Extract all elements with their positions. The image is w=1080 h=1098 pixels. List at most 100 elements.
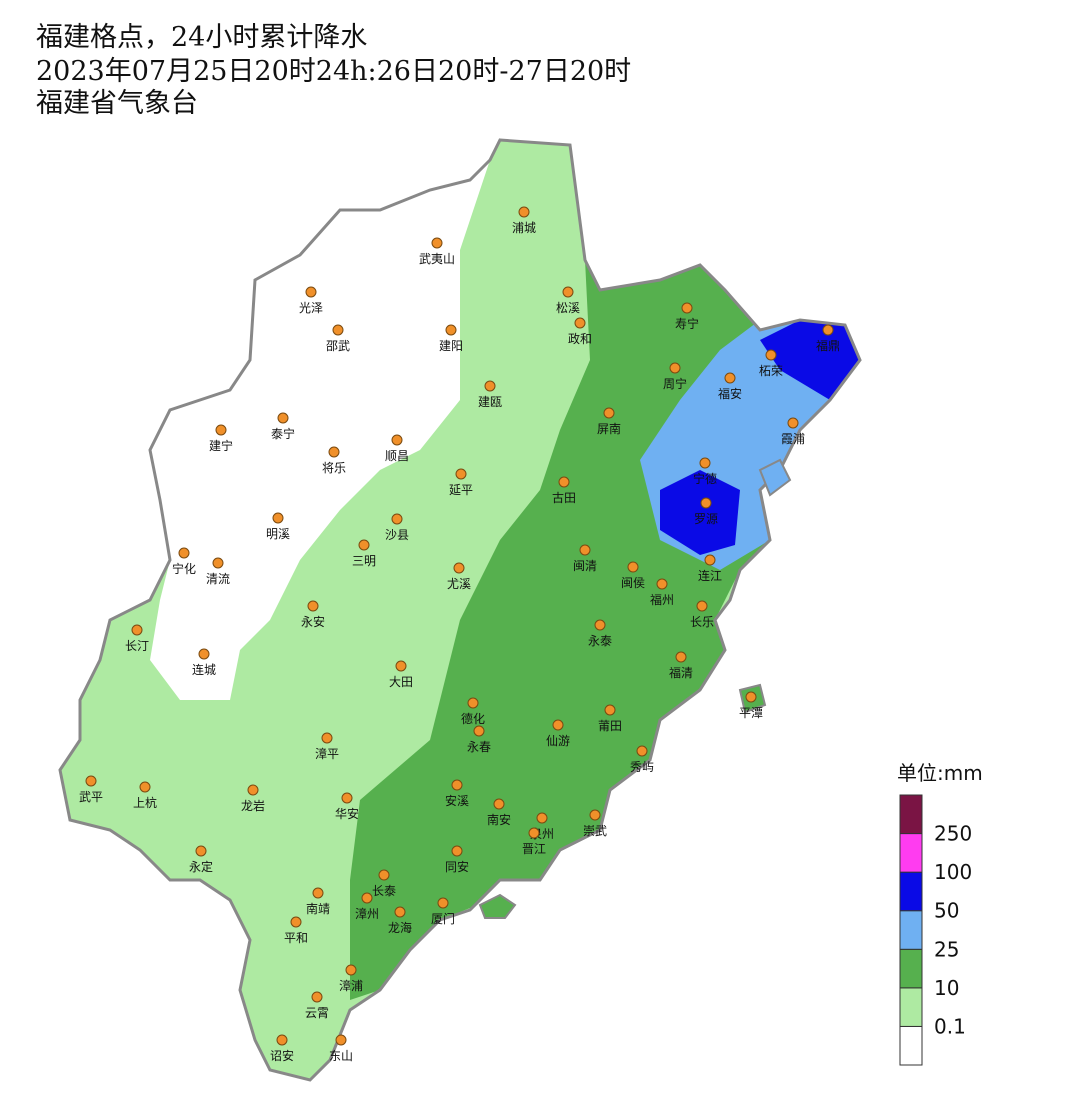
city-label: 福清 [669, 665, 693, 680]
legend-swatch [899, 948, 923, 989]
city-dot [215, 424, 227, 436]
city-label: 漳浦 [339, 978, 363, 993]
city-dot [453, 562, 465, 574]
city-label: 永安 [301, 614, 325, 629]
city-label: 罗源 [694, 512, 718, 526]
city-label: 厦门 [431, 911, 455, 926]
zone-100 [760, 320, 860, 400]
city-dot [272, 512, 284, 524]
city-dot [594, 619, 606, 631]
city-dot [455, 468, 467, 480]
city-dot [391, 434, 403, 446]
city-label: 三明 [352, 554, 376, 568]
city-dot [518, 206, 530, 218]
city-label: 明溪 [266, 527, 290, 541]
city-dot [178, 547, 190, 559]
zone-100 [660, 470, 740, 555]
city-label: 莆田 [598, 719, 622, 733]
city-label: 同安 [445, 859, 469, 874]
rain-zones [60, 140, 860, 1080]
city-label: 诏安 [270, 1048, 294, 1063]
legend-label: 250 [934, 822, 972, 846]
city-label: 德化 [461, 711, 485, 726]
city-dot [307, 600, 319, 612]
city-label: 屏南 [597, 421, 621, 436]
city-label: 闽清 [573, 559, 597, 573]
city-dot [675, 651, 687, 663]
city-label: 寿宁 [675, 316, 699, 331]
city-label: 宁德 [693, 471, 717, 486]
city-dot [394, 906, 406, 918]
city-label: 邵武 [326, 339, 350, 353]
city-dot [290, 916, 302, 928]
city-dot [345, 964, 357, 976]
city-dot [312, 887, 324, 899]
city-label: 建阳 [439, 339, 463, 353]
city-dot [437, 897, 449, 909]
city-label: 建瓯 [478, 395, 502, 409]
legend-swatch [899, 871, 923, 912]
city-label: 顺昌 [385, 449, 409, 463]
city-label: 崇武 [583, 824, 607, 838]
city-label: 浦城 [512, 221, 536, 235]
city-dot [493, 798, 505, 810]
city-label: 长汀 [125, 639, 149, 653]
city-dot [574, 317, 586, 329]
city-label: 平潭 [739, 706, 763, 720]
city-dot [484, 380, 496, 392]
city-dot [765, 349, 777, 361]
legend-label: 0.1 [934, 1014, 966, 1038]
city-label: 古田 [552, 490, 576, 505]
city-label: 宁化 [172, 561, 196, 576]
city-label: 沙县 [385, 528, 409, 542]
city-dot [195, 845, 207, 857]
legend-label: 100 [934, 860, 972, 884]
city-dot [822, 324, 834, 336]
city-dot [341, 792, 353, 804]
city-dot [358, 539, 370, 551]
legend-swatch [899, 910, 923, 950]
city-dot [700, 497, 712, 509]
city-label: 东山 [329, 1049, 353, 1063]
city-dot [305, 286, 317, 298]
city-label: 泰宁 [271, 426, 295, 441]
city-label: 平和 [284, 931, 308, 945]
legend-label: 50 [934, 899, 959, 923]
city-label: 漳州 [355, 906, 379, 921]
city-dot [627, 561, 639, 573]
outline [58, 138, 862, 1082]
city-label: 延平 [449, 483, 473, 497]
city-dot [85, 775, 97, 787]
city-dot [562, 286, 574, 298]
city-label: 福安 [718, 386, 742, 401]
city-label: 尤溪 [447, 577, 471, 591]
city-label: 光泽 [299, 301, 323, 315]
city-dot [473, 725, 485, 737]
city-dot [558, 476, 570, 488]
city-dot [378, 869, 390, 881]
city-label: 华安 [335, 806, 359, 821]
city-dot [636, 745, 648, 757]
city-dot [451, 779, 463, 791]
legend-swatch [899, 833, 923, 873]
city-dot [787, 417, 799, 429]
city-label: 柘荣 [759, 364, 783, 378]
city-label: 晋江 [522, 842, 546, 856]
legend-label: 10 [934, 976, 959, 1000]
city-dot [745, 691, 757, 703]
city-label: 福州 [650, 592, 674, 607]
city-dot [431, 237, 443, 249]
city-dot [277, 412, 289, 424]
city-label: 安溪 [445, 793, 469, 808]
city-label: 政和 [568, 332, 592, 346]
legend-label: 25 [934, 937, 959, 961]
legend: 0.1 10 25 50 100 250 [899, 794, 972, 1066]
city-label: 清流 [206, 572, 230, 586]
city-dot [589, 809, 601, 821]
city-label: 将乐 [322, 461, 346, 475]
city-dot [603, 407, 615, 419]
city-label: 秀屿 [630, 760, 654, 774]
city-label: 长乐 [690, 615, 714, 629]
islands [478, 458, 792, 919]
